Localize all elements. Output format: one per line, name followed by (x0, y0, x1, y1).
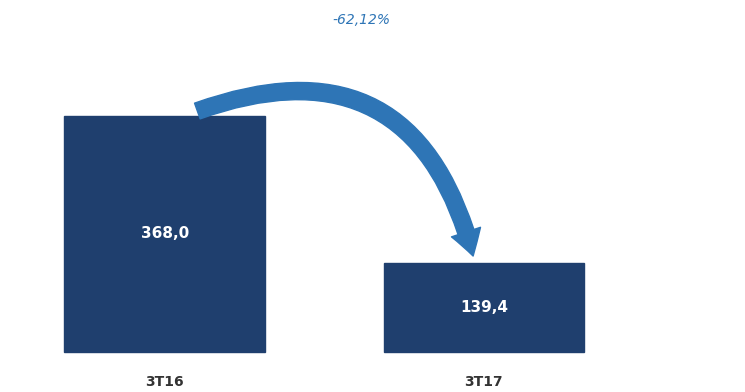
Text: 368,0: 368,0 (141, 227, 188, 241)
FancyArrowPatch shape (194, 82, 481, 256)
Text: 3T16: 3T16 (145, 375, 184, 389)
Text: 139,4: 139,4 (460, 300, 508, 315)
Bar (384, 263, 584, 352)
Text: 3T17: 3T17 (465, 375, 503, 389)
Bar (65, 116, 265, 352)
Text: -62,12%: -62,12% (332, 13, 390, 27)
